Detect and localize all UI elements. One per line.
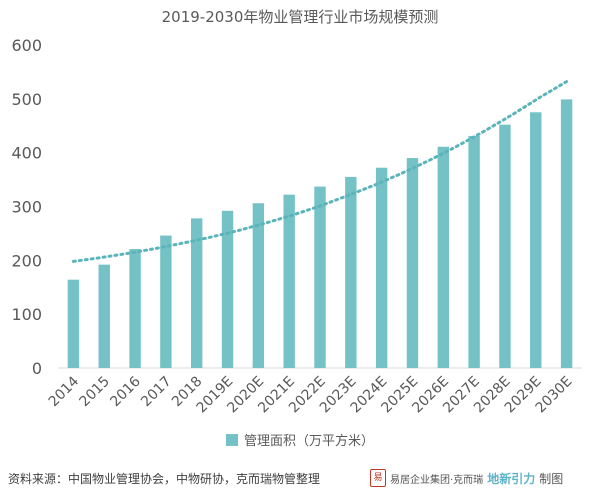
y-tick-label: 300 (11, 198, 42, 217)
bar-2021E (283, 194, 295, 368)
bar-2026E (437, 146, 449, 368)
y-tick-label: 200 (11, 251, 42, 270)
x-tick-label: 2015 (77, 374, 114, 411)
bar-2016 (129, 249, 141, 368)
bar-2018 (191, 218, 203, 368)
legend: 管理面积（万平方米） (0, 430, 600, 449)
legend-label: 管理面积（万平方米） (243, 434, 374, 449)
bar-2030E (560, 99, 573, 368)
x-axis-ticks: 201420152016201720182019E2020E2021E2022E… (46, 373, 576, 416)
bar-2027E (468, 135, 480, 368)
y-axis-ticks: 0 100 200 300 400 500 600 (11, 36, 42, 378)
bars (67, 99, 573, 369)
x-tick-label: 2017 (138, 374, 175, 411)
credit-company: 易居企业集团·克而瑞 (390, 474, 484, 486)
bar-2028E (499, 124, 511, 368)
bar-2019E (221, 210, 234, 368)
bar-2025E (406, 158, 419, 368)
trendline (71, 80, 569, 263)
bar-2020E (252, 203, 265, 368)
x-tick-label: 2016 (107, 373, 144, 410)
legend-swatch (225, 433, 238, 446)
y-tick-label: 500 (11, 90, 42, 109)
y-tick-label: 400 (11, 144, 42, 163)
bar-2017 (160, 235, 172, 368)
chart-title: 2019-2030年物业管理行业市场规模预测 (161, 8, 439, 26)
bar-2014 (67, 279, 80, 368)
bar-2015 (98, 264, 110, 368)
bar-2029E (530, 112, 542, 369)
source-note: 资料来源：中国物业管理协会，中物研协，克而瑞物管整理 (8, 472, 321, 486)
bar-2023E (345, 176, 357, 368)
x-tick-label: 2014 (46, 373, 83, 410)
y-tick-label: 100 (11, 305, 42, 324)
y-tick-label: 600 (11, 36, 42, 55)
y-tick-label: 0 (32, 359, 42, 378)
credit-brand: 地新引力 (487, 471, 536, 486)
seal-logo-icon: 易 (370, 469, 386, 487)
credit-logo: 易 易居企业集团·克而瑞 地新引力 制图 (370, 468, 563, 488)
bar-2024E (375, 167, 388, 368)
bar-2022E (314, 186, 326, 368)
credit-suffix: 制图 (539, 471, 564, 486)
